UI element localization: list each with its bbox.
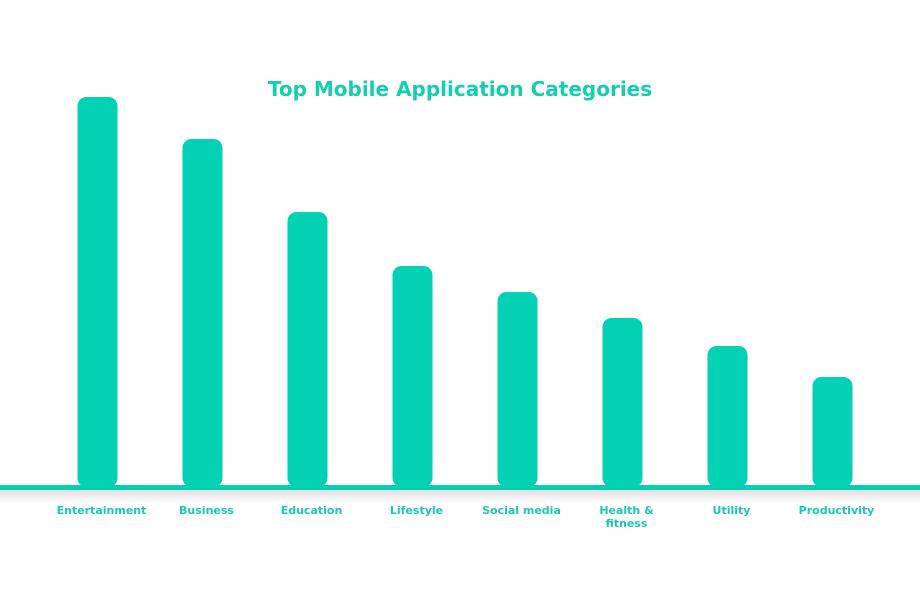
bar <box>602 318 643 487</box>
baseline-shadow <box>0 490 920 504</box>
x-tick-label: Lifestyle <box>389 504 444 517</box>
bar <box>707 346 748 487</box>
bar <box>287 212 328 487</box>
bar <box>392 266 433 487</box>
x-tick-label: Entertainment <box>56 504 147 517</box>
x-tick-label: Business <box>179 504 234 517</box>
bar <box>182 139 223 487</box>
x-tick-label: Utility <box>712 504 751 517</box>
x-tick-label: Education <box>280 504 343 517</box>
x-tick-label: Health & fitness <box>599 504 654 530</box>
x-tick-label: Productivity <box>798 504 875 517</box>
bar <box>77 97 118 487</box>
baseline <box>0 485 920 490</box>
bar <box>497 292 538 487</box>
bar <box>812 377 853 487</box>
chart-title: Top Mobile Application Categories <box>267 77 653 101</box>
x-tick-label: Social media <box>482 504 561 517</box>
